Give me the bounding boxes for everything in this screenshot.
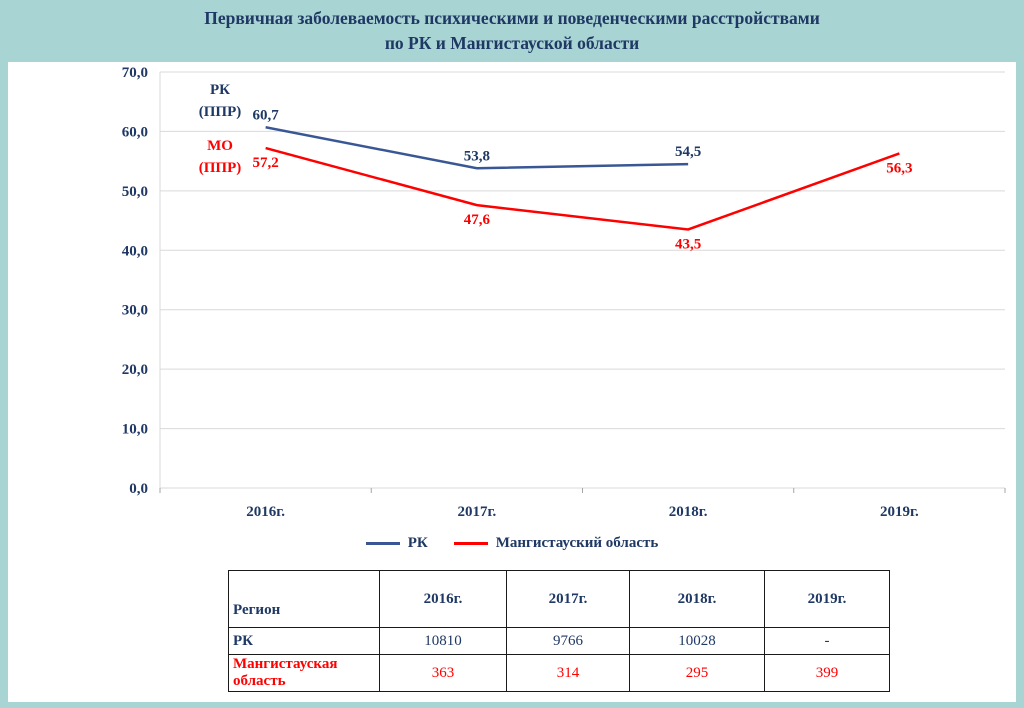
chart-legend: РК Мангистауский область <box>8 532 1016 554</box>
legend-item: Мангистауский область <box>453 534 659 552</box>
data-label: 56,3 <box>886 160 912 176</box>
x-axis-label: 2018г. <box>669 504 708 520</box>
y-axis-label: 70,0 <box>122 65 148 81</box>
table-cell: 399 <box>764 654 890 692</box>
legend-label: РК <box>407 534 428 551</box>
y-axis-label: 30,0 <box>122 303 148 319</box>
line-chart: 0,0 10,0 20,0 30,0 40,0 50,0 60,0 70,0 2016г. 201… <box>122 65 1006 520</box>
x-axis-label: 2017г. <box>457 504 496 520</box>
table-cell: 363 <box>379 654 507 692</box>
series-annotation: (ППР) <box>199 104 242 120</box>
row-label-rk: РК <box>228 627 380 655</box>
series-line-rk <box>265 126 689 170</box>
series-annotation: РК <box>210 82 230 98</box>
slide-title: Первичная заболеваемость психическими и … <box>0 0 1024 62</box>
data-label: 53,8 <box>464 148 490 164</box>
y-axis-label: 60,0 <box>122 124 148 140</box>
data-label: 60,7 <box>253 107 280 123</box>
col-header-region: Регион <box>228 570 380 628</box>
data-label: 43,5 <box>675 236 701 252</box>
col-header-2018: 2018г. <box>629 570 765 628</box>
legend-swatch <box>453 541 488 545</box>
legend-item: РК <box>365 534 428 552</box>
table-cell: - <box>764 627 890 655</box>
y-axis-label: 20,0 <box>122 362 148 378</box>
col-header-2017: 2017г. <box>506 570 630 628</box>
legend-swatch <box>365 541 400 545</box>
table-cell: 10028 <box>629 627 765 655</box>
y-axis-label: 50,0 <box>122 184 148 200</box>
y-axis-label: 40,0 <box>122 243 148 259</box>
table-header-row: Регион 2016г. 2017г. 2018г. 2019г. <box>228 570 890 628</box>
series-annotation: МО <box>207 138 233 154</box>
table-row-mangystau: Мангистауская область 363 314 295 399 <box>228 654 890 692</box>
table-cell: 10810 <box>379 627 507 655</box>
data-table: Регион 2016г. 2017г. 2018г. 2019г. РК 10… <box>228 570 890 692</box>
table-cell: 9766 <box>506 627 630 655</box>
y-axis-label: 0,0 <box>129 481 148 497</box>
slide-title-line2: по РК и Мангистауской области <box>384 33 640 53</box>
col-header-2016: 2016г. <box>379 570 507 628</box>
series-annotation: (ППР) <box>199 160 242 176</box>
table-row-rk: РК 10810 9766 10028 - <box>228 627 890 655</box>
data-label: 54,5 <box>675 144 701 160</box>
data-label: 47,6 <box>464 212 491 228</box>
row-label-mangystau: Мангистауская область <box>228 654 380 692</box>
chart-panel: 0,0 10,0 20,0 30,0 40,0 50,0 60,0 70,0 2016г. 201… <box>8 62 1016 702</box>
x-axis-label: 2016г. <box>246 504 285 520</box>
y-axis-label: 10,0 <box>122 422 148 438</box>
table-cell: 295 <box>629 654 765 692</box>
slide-title-line1: Первичная заболеваемость психическими и … <box>204 7 820 28</box>
series-line-mangystau <box>265 146 900 231</box>
legend-label: Мангистауский область <box>495 534 659 551</box>
x-axis-label: 2019г. <box>880 504 919 520</box>
table-cell: 314 <box>506 654 630 692</box>
data-label: 57,2 <box>253 155 279 171</box>
col-header-2019: 2019г. <box>764 570 890 628</box>
